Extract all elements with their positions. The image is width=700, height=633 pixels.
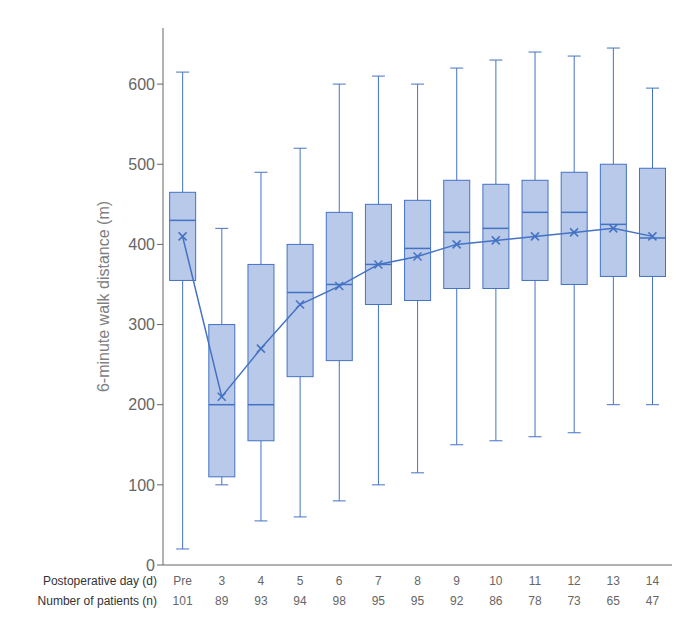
svg-text:8: 8: [414, 574, 421, 588]
svg-text:7: 7: [375, 574, 382, 588]
svg-text:400: 400: [128, 236, 155, 253]
svg-text:73: 73: [567, 594, 581, 608]
svg-text:6: 6: [336, 574, 343, 588]
svg-text:3: 3: [218, 574, 225, 588]
svg-text:93: 93: [254, 594, 268, 608]
svg-text:13: 13: [607, 574, 621, 588]
svg-text:5: 5: [297, 574, 304, 588]
svg-text:4: 4: [258, 574, 265, 588]
svg-text:95: 95: [372, 594, 386, 608]
svg-text:Postoperative day (d): Postoperative day (d): [43, 574, 157, 588]
svg-text:600: 600: [128, 76, 155, 93]
svg-text:9: 9: [453, 574, 460, 588]
svg-text:86: 86: [489, 594, 503, 608]
svg-text:0: 0: [146, 557, 155, 574]
svg-text:6-minute walk distance (m): 6-minute walk distance (m): [95, 201, 112, 392]
svg-text:100: 100: [128, 477, 155, 494]
svg-text:89: 89: [215, 594, 229, 608]
svg-text:12: 12: [567, 574, 581, 588]
svg-text:200: 200: [128, 396, 155, 413]
svg-text:Number of patients (n): Number of patients (n): [38, 594, 157, 608]
svg-text:95: 95: [411, 594, 425, 608]
svg-text:500: 500: [128, 156, 155, 173]
svg-text:98: 98: [333, 594, 347, 608]
svg-text:10: 10: [489, 574, 503, 588]
svg-text:14: 14: [646, 574, 660, 588]
svg-text:47: 47: [646, 594, 660, 608]
svg-text:11: 11: [529, 574, 542, 588]
svg-text:94: 94: [293, 594, 307, 608]
svg-text:300: 300: [128, 316, 155, 333]
svg-text:78: 78: [528, 594, 542, 608]
svg-text:92: 92: [450, 594, 464, 608]
svg-text:101: 101: [173, 594, 193, 608]
svg-text:65: 65: [607, 594, 621, 608]
svg-text:Pre: Pre: [173, 574, 192, 588]
